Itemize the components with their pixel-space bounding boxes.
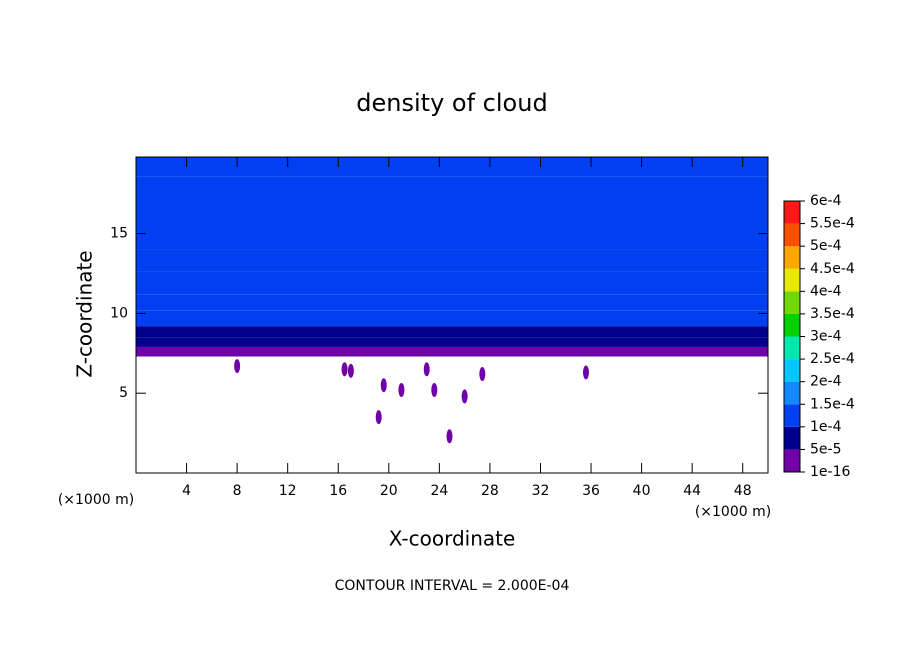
contour-band xyxy=(136,249,768,272)
contour-band xyxy=(136,294,768,311)
colorbar-swatch xyxy=(784,336,800,360)
colorbar-label: 5e-5 xyxy=(810,441,841,457)
colorbar-label: 6e-4 xyxy=(810,193,842,209)
colorbar-swatch xyxy=(784,426,800,450)
colorbar-label: 3e-4 xyxy=(810,329,842,345)
x-tick-label: 48 xyxy=(734,483,752,499)
contour-patch xyxy=(341,362,348,377)
contour-patch xyxy=(461,389,468,404)
contour-band xyxy=(136,337,768,347)
contour-band xyxy=(136,346,768,357)
contour-band xyxy=(136,326,768,338)
colorbar-label: 4.5e-4 xyxy=(810,261,855,277)
contour-patch xyxy=(446,429,453,444)
colorbar-swatch xyxy=(784,246,800,269)
y-tick-label: 15 xyxy=(110,226,128,242)
colorbar-swatch xyxy=(784,359,800,382)
colorbar-swatch xyxy=(784,313,800,337)
colorbar-label: 1.5e-4 xyxy=(810,396,855,412)
x-unit-label: (×1000 m) xyxy=(58,492,134,508)
x-axis-label: X-coordinate xyxy=(389,527,516,551)
x-tick-label: 36 xyxy=(582,483,600,499)
contour-patch xyxy=(423,362,430,377)
contour-band xyxy=(136,176,768,199)
x-tick-label: 40 xyxy=(633,483,651,499)
x-tick-label: 32 xyxy=(532,483,550,499)
contour-band xyxy=(136,271,768,295)
colorbar-label: 2e-4 xyxy=(810,374,842,390)
contour-patch xyxy=(380,378,387,393)
colorbar-swatch xyxy=(784,223,800,247)
contour-band xyxy=(136,198,768,250)
contour-band xyxy=(136,157,768,177)
x-tick-label: 44 xyxy=(683,483,701,499)
colorbar-swatch xyxy=(784,201,800,224)
contour-note: CONTOUR INTERVAL = 2.000E-04 xyxy=(335,578,570,594)
x-tick-label: 20 xyxy=(380,483,398,499)
colorbar-label: 1e-4 xyxy=(810,419,842,435)
x-tick-label: 16 xyxy=(329,483,347,499)
contour-patch xyxy=(398,383,405,398)
contour-patch xyxy=(479,367,486,382)
contour-patch xyxy=(431,383,438,398)
x-tick-label: 12 xyxy=(279,483,297,499)
y-axis-label: Z-coordinate xyxy=(73,250,97,377)
colorbar-swatch xyxy=(784,404,800,427)
y-tick-label: 10 xyxy=(110,305,128,321)
colorbar-label: 2.5e-4 xyxy=(810,351,855,367)
plot-frame xyxy=(135,156,769,474)
contour-patch xyxy=(347,363,354,378)
x-tick-label: 24 xyxy=(430,483,448,499)
colorbar-label: 4e-4 xyxy=(810,283,842,299)
contour-band xyxy=(136,310,768,327)
x-tick-label: 4 xyxy=(182,483,191,499)
colorbar-label: 5.5e-4 xyxy=(810,216,855,232)
contour-patch xyxy=(234,359,241,374)
colorbar-swatch xyxy=(784,449,800,472)
colorbar-swatch xyxy=(784,381,800,405)
chart-title: density of cloud xyxy=(356,89,547,117)
colorbar-swatch xyxy=(784,268,800,292)
colorbar-swatch xyxy=(784,291,800,314)
colorbar-label: 3.5e-4 xyxy=(810,306,855,322)
y-tick-label: 5 xyxy=(119,385,128,401)
x-tick-label: 8 xyxy=(233,483,242,499)
colorbar-label: 5e-4 xyxy=(810,238,842,254)
x-unit-label: (×1000 m) xyxy=(695,504,771,520)
x-tick-label: 28 xyxy=(481,483,499,499)
colorbar-label: 1e-16 xyxy=(810,464,850,480)
contour-patch xyxy=(582,365,589,380)
contour-patch xyxy=(375,410,382,425)
